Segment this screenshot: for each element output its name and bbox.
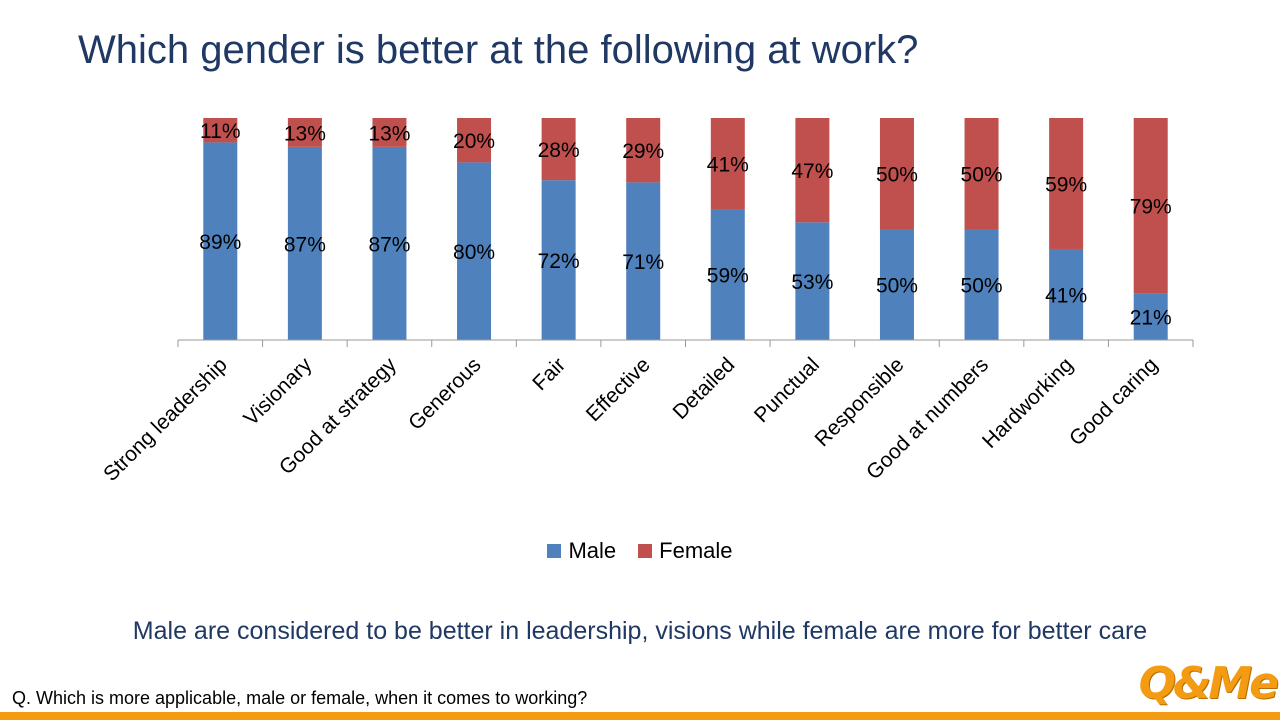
data-label-male-4: 72% [538,250,580,273]
bar-male-1 [287,146,322,340]
data-label-female-2: 13% [368,122,410,145]
insight-text: Male are considered to be better in lead… [132,617,1148,645]
bar-female-9 [964,118,999,229]
bar-male-8 [879,229,914,340]
legend-label-female: Female [659,538,733,563]
data-label-female-7: 47% [791,160,833,183]
data-label-female-5: 29% [622,140,664,163]
data-label-female-9: 50% [961,164,1003,187]
data-label-female-10: 59% [1045,173,1087,196]
brand-logo-text: Q&Me [1138,658,1279,709]
chart-legend: Male Female [0,538,1280,564]
x-tick-label-4: Fair [528,353,570,395]
bar-female-2 [372,118,407,147]
data-label-female-1: 13% [284,122,326,145]
data-label-female-4: 28% [538,139,580,162]
bar-male-4 [541,180,576,340]
bar-female-3 [457,118,492,163]
bar-male-6 [710,209,745,340]
bar-female-1 [287,118,322,147]
x-tick-label-3: Generous [404,353,485,434]
brand-logo: Q&Me [1138,658,1279,709]
data-label-male-8: 50% [876,275,918,298]
data-label-male-3: 80% [453,241,495,264]
bar-male-11 [1133,293,1168,340]
legend-label-male: Male [568,538,617,563]
data-label-male-7: 53% [791,271,833,294]
survey-question: Q. Which is more applicable, male or fem… [12,688,588,708]
data-label-male-0: 89% [199,231,241,254]
x-tick-label-10: Hardworking [978,353,1078,453]
x-tick-label-6: Detailed [669,353,740,424]
bar-male-5 [626,182,661,340]
data-label-female-6: 41% [707,154,749,177]
data-label-male-5: 71% [622,251,664,274]
legend-swatch-female [638,544,653,558]
bar-female-0 [203,118,238,143]
bar-female-11 [1133,118,1168,294]
data-label-female-11: 79% [1130,196,1172,219]
legend-item-male: Male [547,538,616,564]
bar-female-8 [879,118,914,229]
data-label-male-11: 21% [1130,307,1172,330]
data-label-female-0: 11% [200,120,240,143]
stacked-bar-chart: 89% 11% Strong leadership 87% 13% Visionary 87… [99,118,1194,486]
x-tick-label-7: Punctual [750,353,824,427]
x-tick-label-1: Visionary [239,353,316,430]
bar-female-4 [541,118,576,181]
data-label-male-9: 50% [961,275,1003,298]
bar-female-10 [1049,118,1084,249]
page-title: Which gender is better at the following … [78,28,919,72]
bar-male-0 [203,142,238,340]
bar-female-7 [795,118,830,223]
legend-item-female: Female [638,538,733,564]
x-tick-label-5: Effective [582,353,655,426]
bar-male-3 [457,162,492,340]
bar-male-9 [964,229,999,340]
bar-male-7 [795,222,830,340]
legend-swatch-male [547,544,562,558]
bar-female-6 [710,118,745,210]
data-label-male-6: 59% [707,265,749,288]
data-label-male-10: 41% [1045,284,1087,307]
bar-male-10 [1049,248,1084,340]
bar-female-5 [626,118,661,183]
x-tick-label-0: Strong leadership [99,353,232,486]
x-tick-label-11: Good caring [1065,353,1162,450]
bar-male-2 [372,146,407,340]
data-label-male-1: 87% [284,233,326,256]
data-label-female-3: 20% [453,130,495,153]
data-label-female-8: 50% [876,164,918,187]
data-label-male-2: 87% [368,233,410,256]
bottom-accent-bar [0,712,1280,720]
